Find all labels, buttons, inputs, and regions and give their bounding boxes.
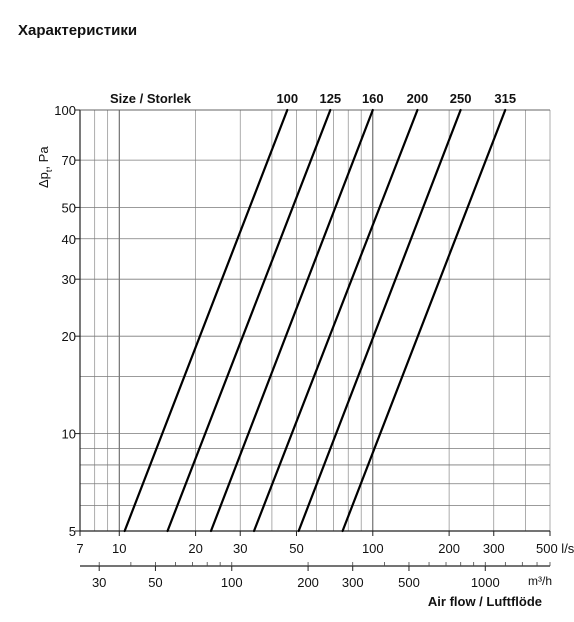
labels: 5 10 20 30 40 50 70 100 Δpt, Pa 7 10 20 30 50 100 200 30… <box>36 91 574 609</box>
x-tick-label-m3h: 500 <box>398 575 420 590</box>
y-tick-label: 10 <box>62 427 76 442</box>
series-line-125 <box>166 108 332 533</box>
x-tick-label-ls: 7 <box>76 541 83 556</box>
grid <box>79 109 551 532</box>
y-tick-label: 30 <box>62 272 76 287</box>
series-lines <box>123 108 507 533</box>
x-tick-label-m3h: 30 <box>92 575 106 590</box>
series-line-100 <box>123 108 289 533</box>
y-tick-label: 5 <box>69 524 76 539</box>
x-tick-label-ls: 50 <box>289 541 303 556</box>
series-line-250 <box>297 108 462 533</box>
x-tick-label-ls: 20 <box>188 541 202 556</box>
series-line-200 <box>252 108 419 533</box>
y-tick-label: 50 <box>62 200 76 215</box>
page-heading: Характеристики <box>18 22 138 39</box>
x-tick-label-ls: 30 <box>233 541 247 556</box>
x-tick-label-ls: 10 <box>112 541 126 556</box>
series-label-160: 160 <box>362 91 384 106</box>
x-tick-label-m3h: 1000 <box>471 575 500 590</box>
series-line-315 <box>341 108 507 533</box>
series-label-100: 100 <box>276 91 298 106</box>
y-axis-label: Δpt, Pa <box>36 146 54 188</box>
x-tick-label-ls: 500 l/s <box>536 541 574 556</box>
legend-title: Size / Storlek <box>110 91 192 106</box>
series-label-125: 125 <box>319 91 341 106</box>
y-tick-label: 40 <box>62 232 76 247</box>
x-tick-label-m3h: 100 <box>221 575 243 590</box>
series-line-160 <box>209 108 374 533</box>
series-label-250: 250 <box>450 91 472 106</box>
x-tick-label-m3h: 50 <box>148 575 162 590</box>
x-tick-label-ls: 100 <box>362 541 384 556</box>
y-tick-label: 100 <box>54 103 76 118</box>
series-label-315: 315 <box>494 91 516 106</box>
axes <box>75 109 551 571</box>
x-tick-label-ls: 200 <box>438 541 460 556</box>
x-axis-label: Air flow / Luftflöde <box>428 594 542 609</box>
y-tick-label: 20 <box>62 329 76 344</box>
y-tick-label: 70 <box>62 153 76 168</box>
x-tick-label-ls: 300 <box>483 541 505 556</box>
series-label-200: 200 <box>407 91 429 106</box>
x-tick-label-m3h: 300 <box>342 575 364 590</box>
x2-unit-label: m³/h <box>528 574 552 588</box>
x-tick-label-m3h: 200 <box>297 575 319 590</box>
